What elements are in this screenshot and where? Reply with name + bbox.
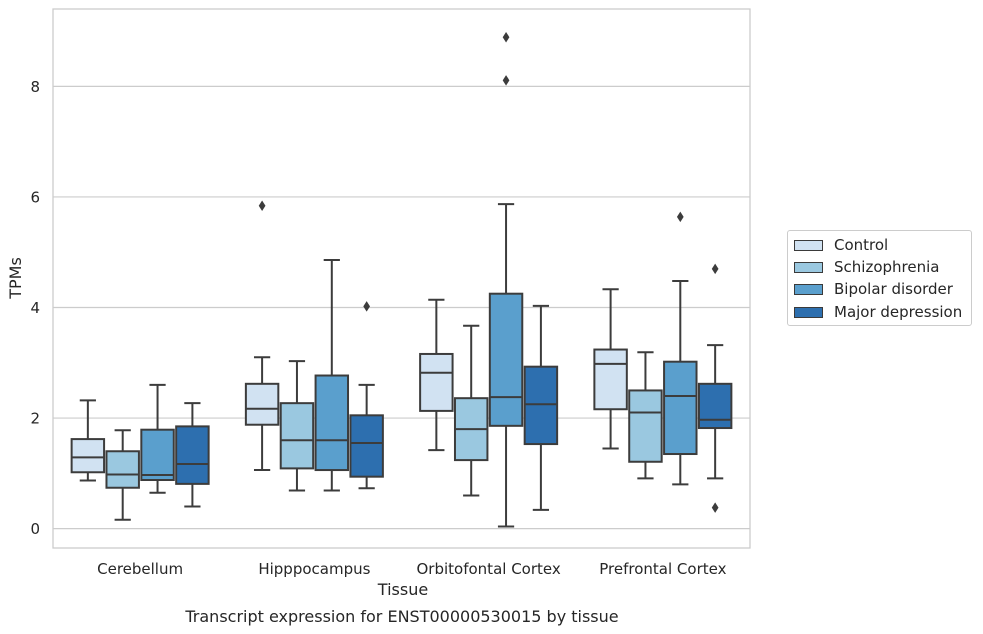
box-body-major-depression-prefrontal-cortex — [697, 382, 733, 430]
legend-label-bipolar-disorder: Bipolar disorder — [834, 280, 953, 298]
box-schizophrenia-hipppocampus — [279, 360, 315, 492]
box-body-major-depression-cerebellum — [175, 425, 210, 485]
y-tick-label-4: 4 — [30, 299, 40, 317]
legend-item-control: Control — [794, 235, 888, 255]
legend-swatch-schizophrenia — [794, 261, 823, 273]
box-body-control-hipppocampus — [244, 382, 280, 426]
y-axis-ticks: 0 2 4 6 8 — [30, 78, 40, 538]
legend-swatch-major-depression — [794, 306, 823, 318]
y-tick-label-8: 8 — [30, 78, 40, 96]
outlier-point-major-depression-prefrontal-cortex-1 — [711, 263, 719, 275]
x-tick-label-orbitofontal-cortex: Orbitofontal Cortex — [417, 560, 561, 578]
box-bipolar-disorder-cerebellum — [140, 383, 175, 494]
x-tick-label-prefrontal-cortex: Prefrontal Cortex — [599, 560, 726, 578]
box-bipolar-disorder-orbitofontal-cortex — [488, 31, 524, 528]
box-schizophrenia-orbitofontal-cortex — [453, 324, 489, 497]
box-major-depression-orbitofontal-cortex — [523, 304, 559, 511]
legend-label-control: Control — [834, 236, 889, 254]
box-body-major-depression-orbitofontal-cortex — [523, 365, 559, 446]
box-body-schizophrenia-hipppocampus — [279, 402, 315, 470]
box-body-bipolar-disorder-orbitofontal-cortex — [488, 292, 524, 427]
box-control-orbitofontal-cortex — [419, 298, 454, 452]
box-major-depression-hipppocampus — [349, 301, 384, 490]
legend-item-major-depression: Major depression — [794, 302, 962, 322]
boxes — [70, 31, 733, 528]
box-bipolar-disorder-prefrontal-cortex — [663, 211, 698, 486]
box-schizophrenia-prefrontal-cortex — [628, 351, 663, 480]
x-axis-ticks: Cerebellum Hipppocampus Orbitofontal Corte… — [97, 560, 726, 578]
box-control-hipppocampus — [244, 200, 280, 472]
legend: Control Schizophrenia Bipolar disorder M… — [787, 230, 972, 326]
y-axis-title: TPMs — [6, 257, 25, 300]
y-tick-label-6: 6 — [30, 188, 40, 206]
outlier-point-major-depression-prefrontal-cortex-0 — [711, 502, 719, 513]
x-tick-label-cerebellum: Cerebellum — [97, 560, 183, 578]
box-body-schizophrenia-cerebellum — [105, 450, 140, 489]
legend-item-schizophrenia: Schizophrenia — [794, 257, 939, 277]
x-axis-title: Tissue — [377, 580, 428, 599]
legend-swatch-control — [794, 239, 823, 251]
box-schizophrenia-cerebellum — [105, 429, 140, 521]
outlier-point-bipolar-disorder-orbitofontal-cortex-0 — [502, 75, 510, 86]
box-body-control-cerebellum — [70, 438, 106, 474]
outlier-point-bipolar-disorder-orbitofontal-cortex-1 — [502, 31, 510, 43]
box-body-major-depression-hipppocampus — [349, 414, 384, 478]
plot-frame — [52, 8, 751, 549]
box-body-schizophrenia-prefrontal-cortex — [628, 389, 663, 463]
chart-title: Transcript expression for ENST0000053001… — [184, 607, 618, 626]
outlier-point-major-depression-hipppocampus-0 — [363, 301, 371, 312]
box-control-prefrontal-cortex — [593, 288, 628, 450]
box-major-depression-prefrontal-cortex — [697, 263, 733, 513]
legend-item-bipolar-disorder: Bipolar disorder — [794, 279, 953, 299]
y-tick-label-2: 2 — [30, 410, 40, 428]
legend-label-major-depression: Major depression — [834, 303, 963, 321]
outlier-point-bipolar-disorder-prefrontal-cortex-0 — [676, 211, 684, 223]
box-body-bipolar-disorder-cerebellum — [140, 428, 175, 482]
box-body-bipolar-disorder-prefrontal-cortex — [663, 360, 698, 456]
x-tick-label-hipppocampus: Hipppocampus — [258, 560, 370, 578]
legend-swatch-bipolar-disorder — [794, 283, 823, 295]
box-major-depression-cerebellum — [175, 402, 210, 508]
box-body-control-prefrontal-cortex — [593, 348, 628, 411]
box-control-cerebellum — [70, 399, 106, 482]
legend-label-schizophrenia: Schizophrenia — [834, 258, 940, 276]
box-body-control-orbitofontal-cortex — [419, 352, 454, 412]
y-tick-label-0: 0 — [30, 520, 40, 538]
box-bipolar-disorder-hipppocampus — [314, 258, 350, 492]
outlier-point-control-hipppocampus-0 — [258, 200, 266, 212]
box-body-bipolar-disorder-hipppocampus — [314, 374, 350, 472]
